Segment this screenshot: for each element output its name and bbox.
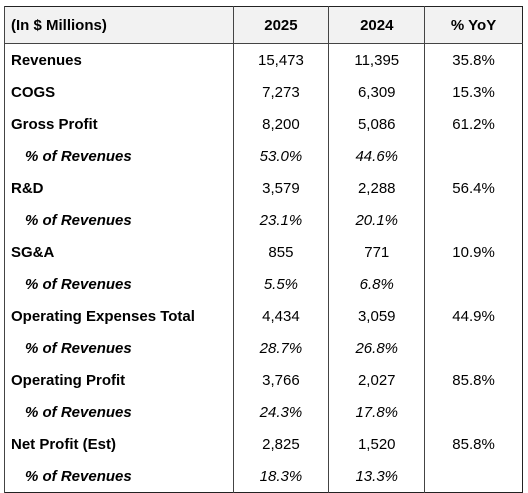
value-cell: 8,200 <box>232 108 329 140</box>
row-label: % of Revenues <box>4 140 234 172</box>
value-cell: 53.0% <box>232 140 329 172</box>
row-label: Gross Profit <box>4 108 234 140</box>
row-label: % of Revenues <box>4 460 234 493</box>
value-cell: 44.6% <box>328 140 425 172</box>
value-cell: 1,520 <box>328 428 425 460</box>
table-row: Operating Expenses Total 4,434 3,059 44.9% <box>4 300 523 332</box>
table-row: % of Revenues 5.5% 6.8% <box>4 268 523 300</box>
value-cell: 2,825 <box>232 428 329 460</box>
value-cell: 26.8% <box>328 332 425 364</box>
value-cell: 3,059 <box>328 300 425 332</box>
table-row: Net Profit (Est) 2,825 1,520 85.8% <box>4 428 523 460</box>
value-cell: 2,027 <box>328 364 425 396</box>
value-cell: 61.2% <box>424 108 523 140</box>
value-cell: 771 <box>328 236 425 268</box>
table-row: Operating Profit 3,766 2,027 85.8% <box>4 364 523 396</box>
row-label: % of Revenues <box>4 268 234 300</box>
row-label: SG&A <box>4 236 234 268</box>
table-row: % of Revenues 28.7% 26.8% <box>4 332 523 364</box>
row-label: % of Revenues <box>4 204 234 236</box>
value-cell: 11,395 <box>328 43 425 76</box>
value-cell: 10.9% <box>424 236 523 268</box>
value-cell: 20.1% <box>328 204 425 236</box>
header-cell: % YoY <box>424 6 523 44</box>
table-body: Revenues 15,473 11,395 35.8% COGS 7,273 6,309 1… <box>4 43 523 493</box>
row-label: Net Profit (Est) <box>4 428 234 460</box>
value-cell: 4,434 <box>232 300 329 332</box>
value-cell: 17.8% <box>328 396 425 428</box>
header-row: (In $ Millions) 2025 2024% YoY <box>4 6 523 44</box>
table-row: SG&A 855 771 10.9% <box>4 236 523 268</box>
table-row: COGS 7,273 6,309 15.3% <box>4 76 523 108</box>
table-row: % of Revenues 23.1% 20.1% <box>4 204 523 236</box>
value-cell: 23.1% <box>232 204 329 236</box>
empty-cell <box>424 204 523 236</box>
table-row: Gross Profit 8,200 5,086 61.2% <box>4 108 523 140</box>
value-cell: 855 <box>232 236 329 268</box>
row-label: % of Revenues <box>4 332 234 364</box>
value-cell: 28.7% <box>232 332 329 364</box>
header-cell: 2024 <box>328 6 425 44</box>
table-row: % of Revenues 53.0% 44.6% <box>4 140 523 172</box>
value-cell: 6,309 <box>328 76 425 108</box>
value-cell: 56.4% <box>424 172 523 204</box>
value-cell: 5,086 <box>328 108 425 140</box>
empty-cell <box>424 460 523 493</box>
empty-cell <box>424 396 523 428</box>
row-label: % of Revenues <box>4 396 234 428</box>
empty-cell <box>424 140 523 172</box>
value-cell: 6.8% <box>328 268 425 300</box>
table-row: Revenues 15,473 11,395 35.8% <box>4 43 523 76</box>
row-label: Operating Profit <box>4 364 234 396</box>
value-cell: 15,473 <box>232 43 329 76</box>
row-label: COGS <box>4 76 234 108</box>
table-row: R&D 3,579 2,288 56.4% <box>4 172 523 204</box>
value-cell: 44.9% <box>424 300 523 332</box>
value-cell: 5.5% <box>232 268 329 300</box>
table-row: % of Revenues 18.3% 13.3% <box>4 460 523 493</box>
header-cell: (In $ Millions) <box>4 6 234 44</box>
value-cell: 15.3% <box>424 76 523 108</box>
row-label: Revenues <box>4 43 234 76</box>
value-cell: 13.3% <box>328 460 425 493</box>
table-row: % of Revenues 24.3% 17.8% <box>4 396 523 428</box>
value-cell: 85.8% <box>424 364 523 396</box>
empty-cell <box>424 332 523 364</box>
header-cell: 2025 <box>232 6 329 44</box>
row-label: R&D <box>4 172 234 204</box>
value-cell: 35.8% <box>424 43 523 76</box>
value-cell: 3,579 <box>232 172 329 204</box>
row-label: Operating Expenses Total <box>4 300 234 332</box>
value-cell: 2,288 <box>328 172 425 204</box>
financial-table: (In $ Millions) 2025 2024% YoY Revenues 15,… <box>4 6 523 493</box>
value-cell: 7,273 <box>232 76 329 108</box>
empty-cell <box>424 268 523 300</box>
value-cell: 24.3% <box>232 396 329 428</box>
value-cell: 3,766 <box>232 364 329 396</box>
value-cell: 18.3% <box>232 460 329 493</box>
value-cell: 85.8% <box>424 428 523 460</box>
